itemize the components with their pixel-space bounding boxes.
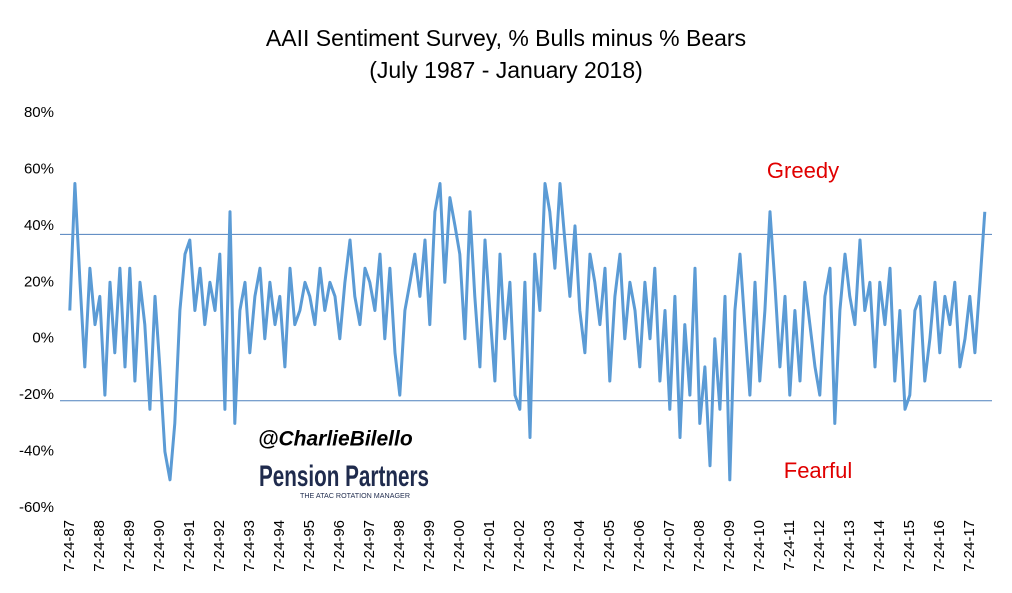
x-tick-label: 7-24-15	[901, 520, 918, 572]
x-tick-label: 7-24-87	[61, 520, 78, 572]
annotation: Greedy	[767, 158, 839, 183]
watermark-brand: Pension Partners	[259, 460, 429, 493]
x-tick-label: 7-24-96	[331, 520, 348, 572]
x-tick-label: 7-24-99	[421, 520, 438, 572]
x-tick-label: 7-24-98	[391, 520, 408, 572]
x-tick-label: 7-24-03	[541, 520, 558, 572]
x-tick-label: 7-24-91	[181, 520, 198, 572]
y-tick-label: 0%	[32, 330, 54, 347]
watermark-tagline: THE ATAC ROTATION MANAGER	[300, 493, 410, 500]
x-tick-label: 7-24-12	[811, 520, 828, 572]
y-tick-label: -60%	[19, 499, 54, 516]
x-tick-label: 7-24-17	[961, 520, 978, 572]
y-tick-label: 20%	[24, 273, 54, 290]
x-tick-label: 7-24-92	[211, 520, 228, 572]
x-tick-label: 7-24-95	[301, 520, 318, 572]
x-tick-label: 7-24-00	[451, 520, 468, 572]
x-tick-label: 7-24-09	[721, 520, 738, 572]
x-tick-label: 7-24-04	[571, 520, 588, 572]
x-tick-label: 7-24-89	[121, 520, 138, 572]
y-tick-label: -40%	[19, 443, 54, 460]
x-tick-label: 7-24-06	[631, 520, 648, 572]
x-tick-label: 7-24-16	[931, 520, 948, 572]
y-tick-label: 80%	[24, 104, 54, 121]
x-tick-label: 7-24-97	[361, 520, 378, 572]
y-tick-label: 40%	[24, 217, 54, 234]
chart-subtitle: (July 1987 - January 2018)	[369, 57, 643, 83]
y-tick-label: -20%	[19, 386, 54, 403]
x-tick-label: 7-24-90	[151, 520, 168, 572]
x-tick-label: 7-24-11	[781, 520, 798, 571]
x-tick-label: 7-24-02	[511, 520, 528, 572]
y-tick-label: 60%	[24, 160, 54, 177]
watermark-handle: @CharlieBilello	[258, 428, 413, 451]
x-tick-label: 7-24-93	[241, 520, 258, 572]
chart-title: AAII Sentiment Survey, % Bulls minus % B…	[266, 25, 746, 51]
x-tick-label: 7-24-05	[601, 520, 618, 572]
x-tick-label: 7-24-14	[871, 520, 888, 572]
x-tick-label: 7-24-13	[841, 520, 858, 572]
annotation: Fearful	[784, 458, 852, 483]
x-tick-label: 7-24-94	[271, 520, 288, 572]
x-tick-label: 7-24-07	[661, 520, 678, 572]
x-tick-label: 7-24-10	[751, 520, 768, 572]
x-tick-label: 7-24-88	[91, 520, 108, 572]
x-tick-label: 7-24-01	[481, 520, 498, 572]
x-tick-label: 7-24-08	[691, 520, 708, 572]
line	[68, 182, 987, 482]
